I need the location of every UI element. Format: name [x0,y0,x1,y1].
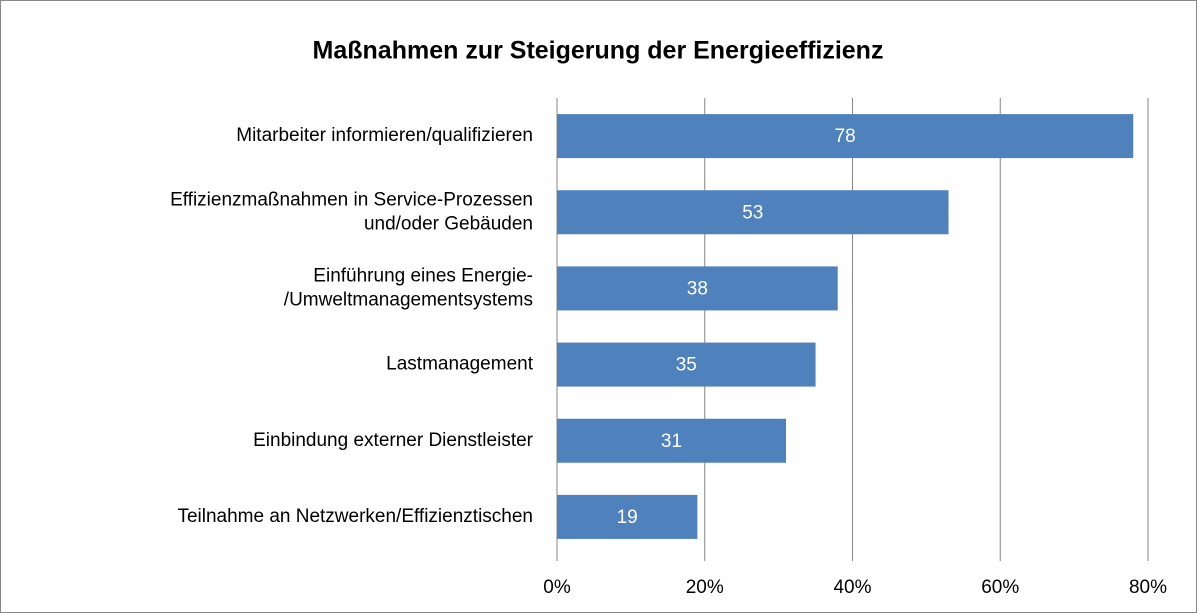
data-label: 35 [676,355,697,376]
x-tick-label: 0% [543,577,571,598]
y-tick-label: Einbindung externer Dienstleister [253,430,534,451]
data-label: 38 [687,278,708,299]
x-tick-label: 80% [1129,577,1167,598]
bar [557,418,787,463]
chart-title: Maßnahmen zur Steigerung der Energieeffi… [313,37,884,65]
y-tick-label: Effizienzmaßnahmen in Service-Prozessen u… [170,189,533,234]
data-label: 53 [742,202,763,223]
bar [557,342,816,387]
data-label: 78 [835,126,856,147]
x-tick-label: 20% [686,577,724,598]
bar [557,190,949,235]
y-tick-label: Teilnahme an Netzwerken/Effizienztischen [177,506,533,527]
data-label: 31 [661,431,682,452]
bar [557,114,1134,159]
x-tick-label: 60% [981,577,1019,598]
y-tick-label: Lastmanagement [386,354,534,375]
data-label: 19 [617,507,638,528]
y-tick-label: Mitarbeiter informieren/qualifizieren [236,125,533,146]
bar [557,494,698,539]
y-tick-label: Einführung eines Energie-/Umweltmanageme… [284,265,533,310]
bar [557,266,838,311]
x-tick-label: 40% [833,577,871,598]
